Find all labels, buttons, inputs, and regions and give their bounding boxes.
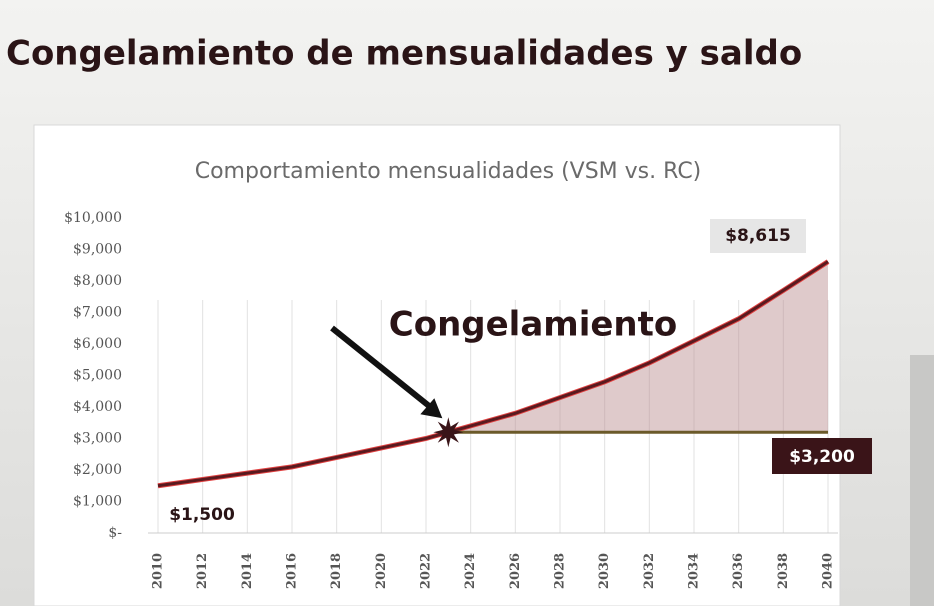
y-tick-label: $2,000 (73, 462, 122, 478)
value-label: $1,500 (169, 505, 235, 525)
y-tick-label: $3,000 (73, 431, 122, 447)
annotation-arrow (330, 325, 437, 413)
x-tick-label: 2032 (642, 553, 657, 589)
x-tick-label: 2014 (240, 553, 255, 589)
x-tick-label: 2034 (687, 553, 702, 589)
x-tick-label: 2026 (508, 553, 523, 589)
annotation-arrowhead (420, 398, 443, 419)
value-label: $3,200 (789, 447, 855, 467)
y-tick-label: $- (108, 525, 122, 541)
y-tick-label: $7,000 (73, 305, 122, 321)
page-title: Congelamiento de mensualidades y saldo (6, 34, 802, 74)
x-tick-label: 2024 (463, 553, 478, 589)
x-tick-label: 2020 (374, 553, 389, 589)
y-tick-label: $9,000 (73, 242, 122, 258)
y-tick-label: $6,000 (73, 336, 122, 352)
annotation: Congelamiento (389, 305, 677, 345)
y-tick-label: $8,000 (73, 273, 122, 289)
freeze-star (433, 417, 464, 448)
y-tick-label: $5,000 (73, 368, 122, 384)
series-line (157, 260, 829, 488)
y-tick-label: $10,000 (64, 210, 122, 226)
x-tick-label: 2022 (419, 553, 434, 589)
x-tick-label: 2038 (776, 553, 791, 589)
y-tick-label: $1,000 (73, 494, 122, 510)
x-tick-label: 2018 (329, 553, 344, 589)
side-panel (910, 355, 934, 606)
x-tick-label: 2028 (553, 553, 568, 589)
x-tick-label: 2036 (731, 553, 746, 589)
x-tick-label: 2030 (597, 553, 612, 589)
value-label-box (772, 438, 872, 474)
x-tick-label: 2040 (821, 553, 836, 589)
x-tick-label: 2016 (285, 553, 300, 589)
y-tick-label: $4,000 (73, 399, 122, 415)
chart-panel (33, 124, 841, 606)
chart-title: Comportamiento mensualidades (VSM vs. RC… (195, 159, 702, 184)
gap-area (448, 261, 828, 433)
x-tick-label: 2012 (195, 553, 210, 589)
value-label: $8,615 (725, 226, 791, 246)
value-label-box (710, 219, 806, 253)
x-tick-label: 2010 (151, 553, 166, 589)
